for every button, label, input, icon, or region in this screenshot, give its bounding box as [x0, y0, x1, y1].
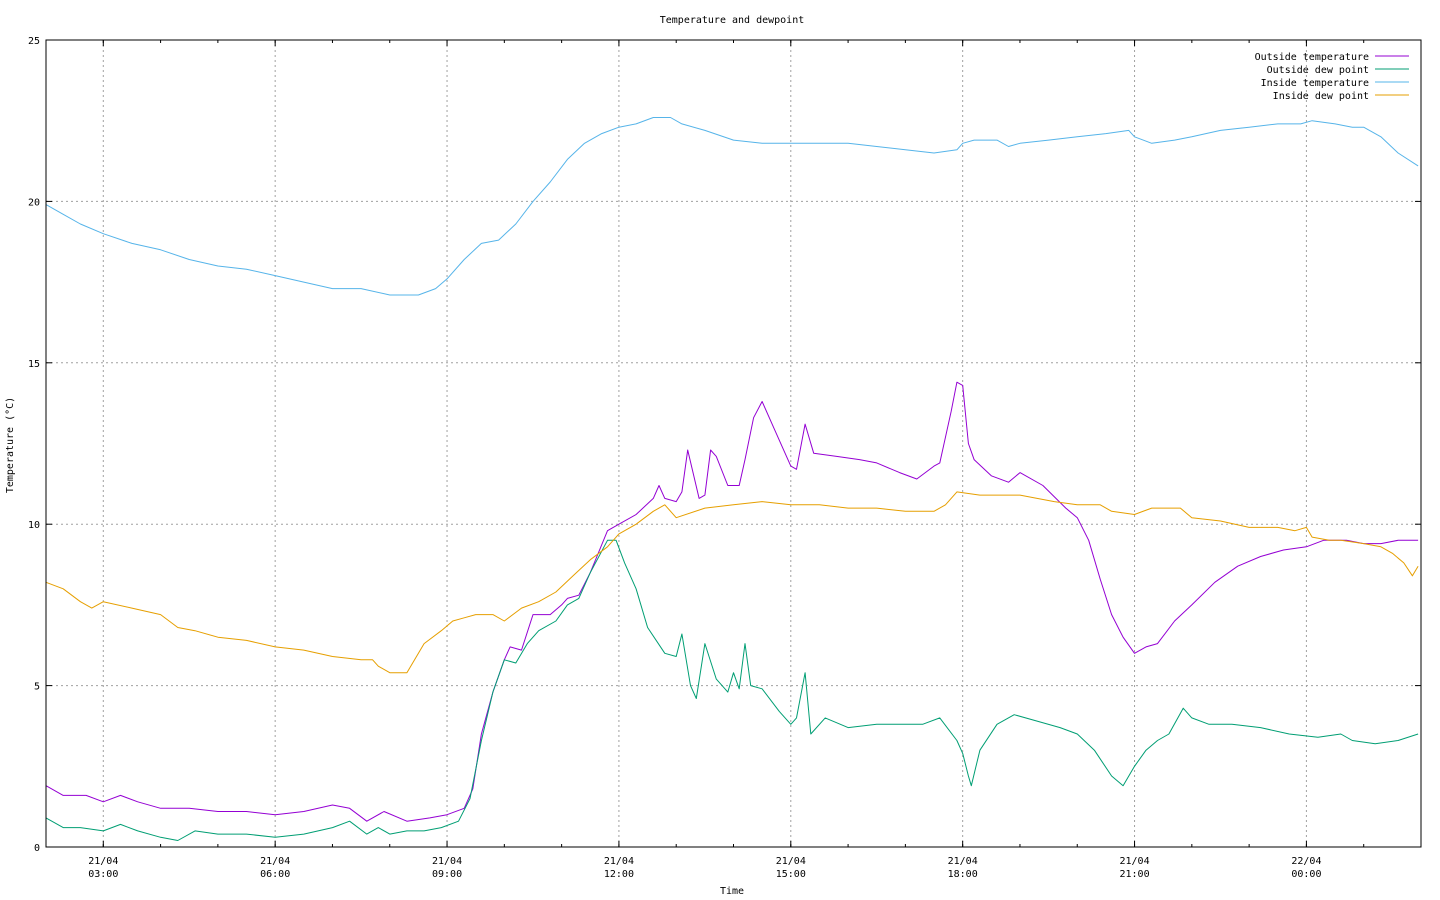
y-tick-label: 10	[28, 520, 40, 531]
legend: Outside temperature Outside dew point Insi…	[1255, 52, 1409, 102]
axis-ticks: 0 5 10 15 20 25 21/04 03:00 21/04 06:00 21/04 09:00…	[28, 36, 1422, 880]
legend-label-3: Inside dew point	[1273, 91, 1369, 102]
series-line-2	[45, 117, 1419, 296]
legend-label-0: Outside temperature	[1255, 52, 1369, 63]
x-tick-date: 21/04	[1119, 856, 1149, 867]
x-tick-date: 21/04	[948, 856, 978, 867]
grid	[46, 40, 1421, 847]
x-tick-date: 21/04	[776, 856, 806, 867]
y-axis-label: Temperature (°C)	[5, 397, 16, 493]
series-line-1	[45, 539, 1419, 841]
x-tick-time: 21:00	[1119, 869, 1149, 880]
y-tick-label: 0	[34, 843, 40, 854]
x-axis-label: Time	[720, 886, 744, 897]
series-line-0	[45, 381, 1419, 822]
y-tick-label: 5	[34, 682, 40, 693]
x-tick-time: 18:00	[948, 869, 978, 880]
legend-label-1: Outside dew point	[1267, 65, 1369, 76]
x-tick-time: 15:00	[776, 869, 806, 880]
y-tick-label: 25	[28, 36, 40, 47]
series-line-3	[45, 491, 1419, 674]
x-tick-date: 22/04	[1291, 856, 1321, 867]
series-lines	[45, 117, 1419, 841]
x-tick-time: 03:00	[88, 869, 118, 880]
x-tick-date: 21/04	[432, 856, 462, 867]
y-tick-label: 20	[28, 197, 40, 208]
x-tick-time: 00:00	[1291, 869, 1321, 880]
x-tick-time: 12:00	[604, 869, 634, 880]
y-tick-label: 15	[28, 359, 40, 370]
chart-title: Temperature and dewpoint	[660, 15, 805, 26]
x-tick-time: 06:00	[260, 869, 290, 880]
x-tick-date: 21/04	[604, 856, 634, 867]
legend-label-2: Inside temperature	[1261, 78, 1369, 89]
plot-frame	[45, 39, 1422, 848]
x-tick-time: 09:00	[432, 869, 462, 880]
x-tick-date: 21/04	[260, 856, 290, 867]
x-tick-date: 21/04	[88, 856, 118, 867]
